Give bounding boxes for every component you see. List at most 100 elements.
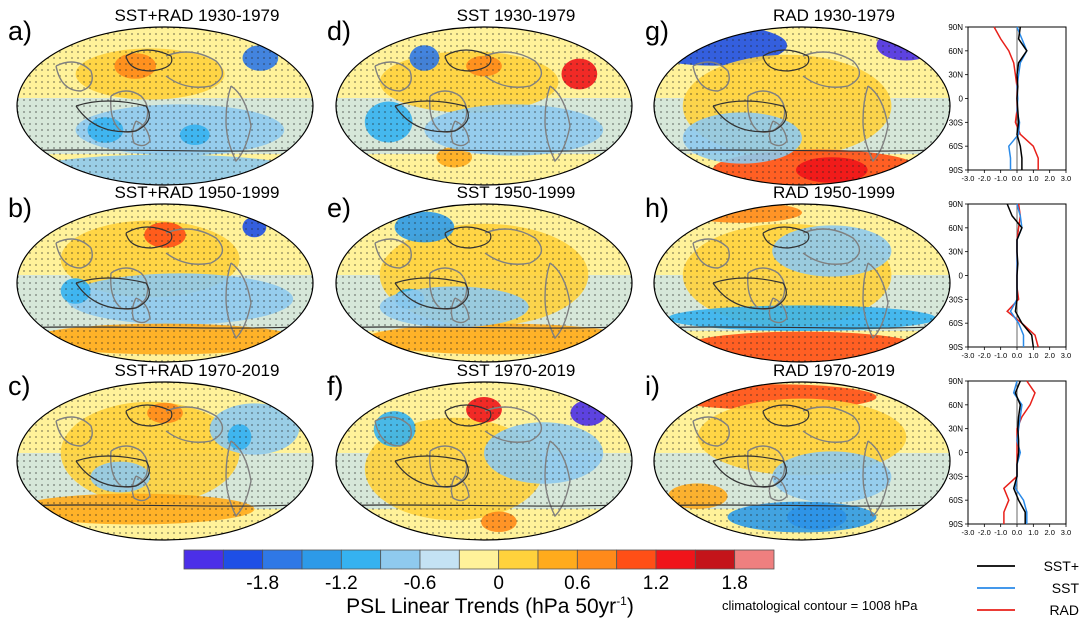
panel-label-e: e)	[327, 193, 352, 223]
profile-y-label: 90S	[949, 520, 963, 529]
profile-series-SSTplus	[1006, 203, 1035, 348]
profile-y-label: 60S	[949, 142, 963, 151]
profile-x-label: -3.0	[962, 528, 975, 537]
panel-label-a: a)	[8, 16, 33, 46]
colorbar-tick-label: 1.2	[643, 573, 669, 594]
profile-panel-3: 90N 60N 30N 0 30S 60S 90S-3.0 -2.0 -1.0 0.0 1.0 2.0…	[948, 377, 1071, 537]
legend-label: SST	[1052, 580, 1080, 596]
profile-x-label: -3.0	[962, 351, 975, 360]
profile-y-label: 30S	[949, 472, 963, 481]
map-g	[653, 26, 951, 186]
colorbar-tick-label: -1.2	[325, 573, 358, 594]
profile-x-label: -1.0	[994, 528, 1007, 537]
map-h	[653, 203, 951, 363]
panel-label-i: i)	[645, 371, 660, 401]
panel-title-g: RAD 1930-1979	[773, 6, 895, 25]
profile-x-label: 3.0	[1061, 174, 1071, 183]
profile-series-RAD	[1003, 380, 1036, 524]
profile-x-label: -2.0	[978, 528, 991, 537]
colorbar-label-main: PSL Linear Trends (hPa 50yr	[346, 595, 617, 618]
colorbar-box	[576, 549, 618, 570]
profile-panel-2: 90N 60N 30N 0 30S 60S 90S-3.0 -2.0 -1.0 0.0 1.0 2.0…	[948, 200, 1071, 360]
map-c	[16, 381, 314, 541]
colorbar-tick-label: -0.6	[404, 573, 437, 594]
panel-title-a: SST+RAD 1930-1979	[114, 6, 280, 25]
colorbar-tick-label: 0	[493, 573, 504, 594]
colorbar-box	[616, 549, 657, 570]
colorbar-box	[419, 549, 460, 570]
profile-x-label: 1.0	[1028, 528, 1038, 537]
profile-x-label: 2.0	[1044, 174, 1054, 183]
colorbar-boxes	[183, 549, 775, 570]
profile-x-label: 3.0	[1061, 351, 1071, 360]
colorbar-label: PSL Linear Trends (hPa 50yr-1)	[250, 594, 730, 619]
colorbar-box	[262, 549, 303, 570]
profile-y-label: 30S	[949, 295, 963, 304]
panel-title-d: SST 1930-1979	[456, 6, 576, 25]
profile-y-label: 0	[959, 95, 964, 104]
legend-label: SST+	[1044, 558, 1079, 574]
profile-x-label: 0.0	[1012, 528, 1022, 537]
profile-x-label: -3.0	[962, 174, 975, 183]
profile-y-label: 30N	[948, 71, 963, 80]
colorbar-box	[380, 549, 421, 570]
panel-label-c: c)	[8, 371, 31, 401]
panel-label-h: h)	[645, 193, 670, 223]
colorbar-tick-label: 1.8	[721, 573, 747, 594]
colorbar-tick-label: -1.8	[246, 573, 279, 594]
profile-y-label: 90N	[948, 23, 963, 32]
map-i	[653, 381, 951, 541]
profile-y-label: 90S	[949, 166, 963, 175]
colorbar-box	[734, 549, 775, 570]
profile-y-label: 60N	[948, 401, 963, 410]
colorbar-box	[222, 549, 264, 570]
panel-title-c: SST+RAD 1970-2019	[114, 361, 280, 380]
colorbar-box	[301, 549, 342, 570]
profile-y-label: 30N	[948, 248, 963, 257]
profile-y-label: 60S	[949, 496, 963, 505]
panel-label-g: g)	[645, 16, 670, 46]
map-a	[16, 26, 314, 186]
profile-x-label: -2.0	[978, 351, 991, 360]
profile-x-label: 3.0	[1061, 528, 1071, 537]
map-b	[16, 203, 314, 363]
colorbar-box	[694, 549, 736, 570]
profile-y-label: 30N	[948, 425, 963, 434]
profile-y-label: 90N	[948, 377, 963, 386]
profile-x-label: 1.0	[1028, 351, 1038, 360]
profile-y-label: 90S	[949, 343, 963, 352]
colorbar-label-sup: -1	[616, 594, 627, 608]
panel-title-h: RAD 1950-1999	[773, 183, 895, 202]
colorbar-box	[458, 549, 500, 570]
map-d	[335, 26, 633, 186]
profile-y-label: 0	[959, 272, 964, 281]
profile-x-label: -1.0	[994, 351, 1007, 360]
panel-label-b: b)	[8, 193, 33, 223]
colorbar-box	[340, 549, 382, 570]
panel-title-i: RAD 1970-2019	[773, 361, 895, 380]
profile-x-label: 0.0	[1012, 174, 1022, 183]
colorbar-box	[655, 549, 696, 570]
profile-x-label: -1.0	[994, 174, 1007, 183]
panel-title-b: SST+RAD 1950-1999	[114, 183, 280, 202]
profile-y-label: 30S	[949, 118, 963, 127]
profile-x-label: -2.0	[978, 174, 991, 183]
profile-x-label: 1.0	[1028, 174, 1038, 183]
panel-label-d: d)	[327, 16, 352, 46]
profile-x-label: 2.0	[1044, 351, 1054, 360]
colorbar-box	[183, 549, 224, 570]
panel-title-e: SST 1950-1999	[456, 183, 576, 202]
panel-title-f: SST 1970-2019	[456, 361, 576, 380]
map-e	[335, 203, 633, 363]
map-f	[335, 381, 633, 541]
panel-label-f: f)	[327, 371, 344, 401]
profile-y-label: 0	[959, 449, 964, 458]
contour-note: climatological contour = 1008 hPa	[722, 598, 918, 613]
colorbar-tick-label: 0.6	[564, 573, 590, 594]
profile-y-label: 60N	[948, 224, 963, 233]
profile-x-label: 0.0	[1012, 351, 1022, 360]
colorbar-box	[498, 549, 539, 570]
profile-series-SSTplus	[1012, 380, 1026, 524]
colorbar-box	[537, 549, 578, 570]
